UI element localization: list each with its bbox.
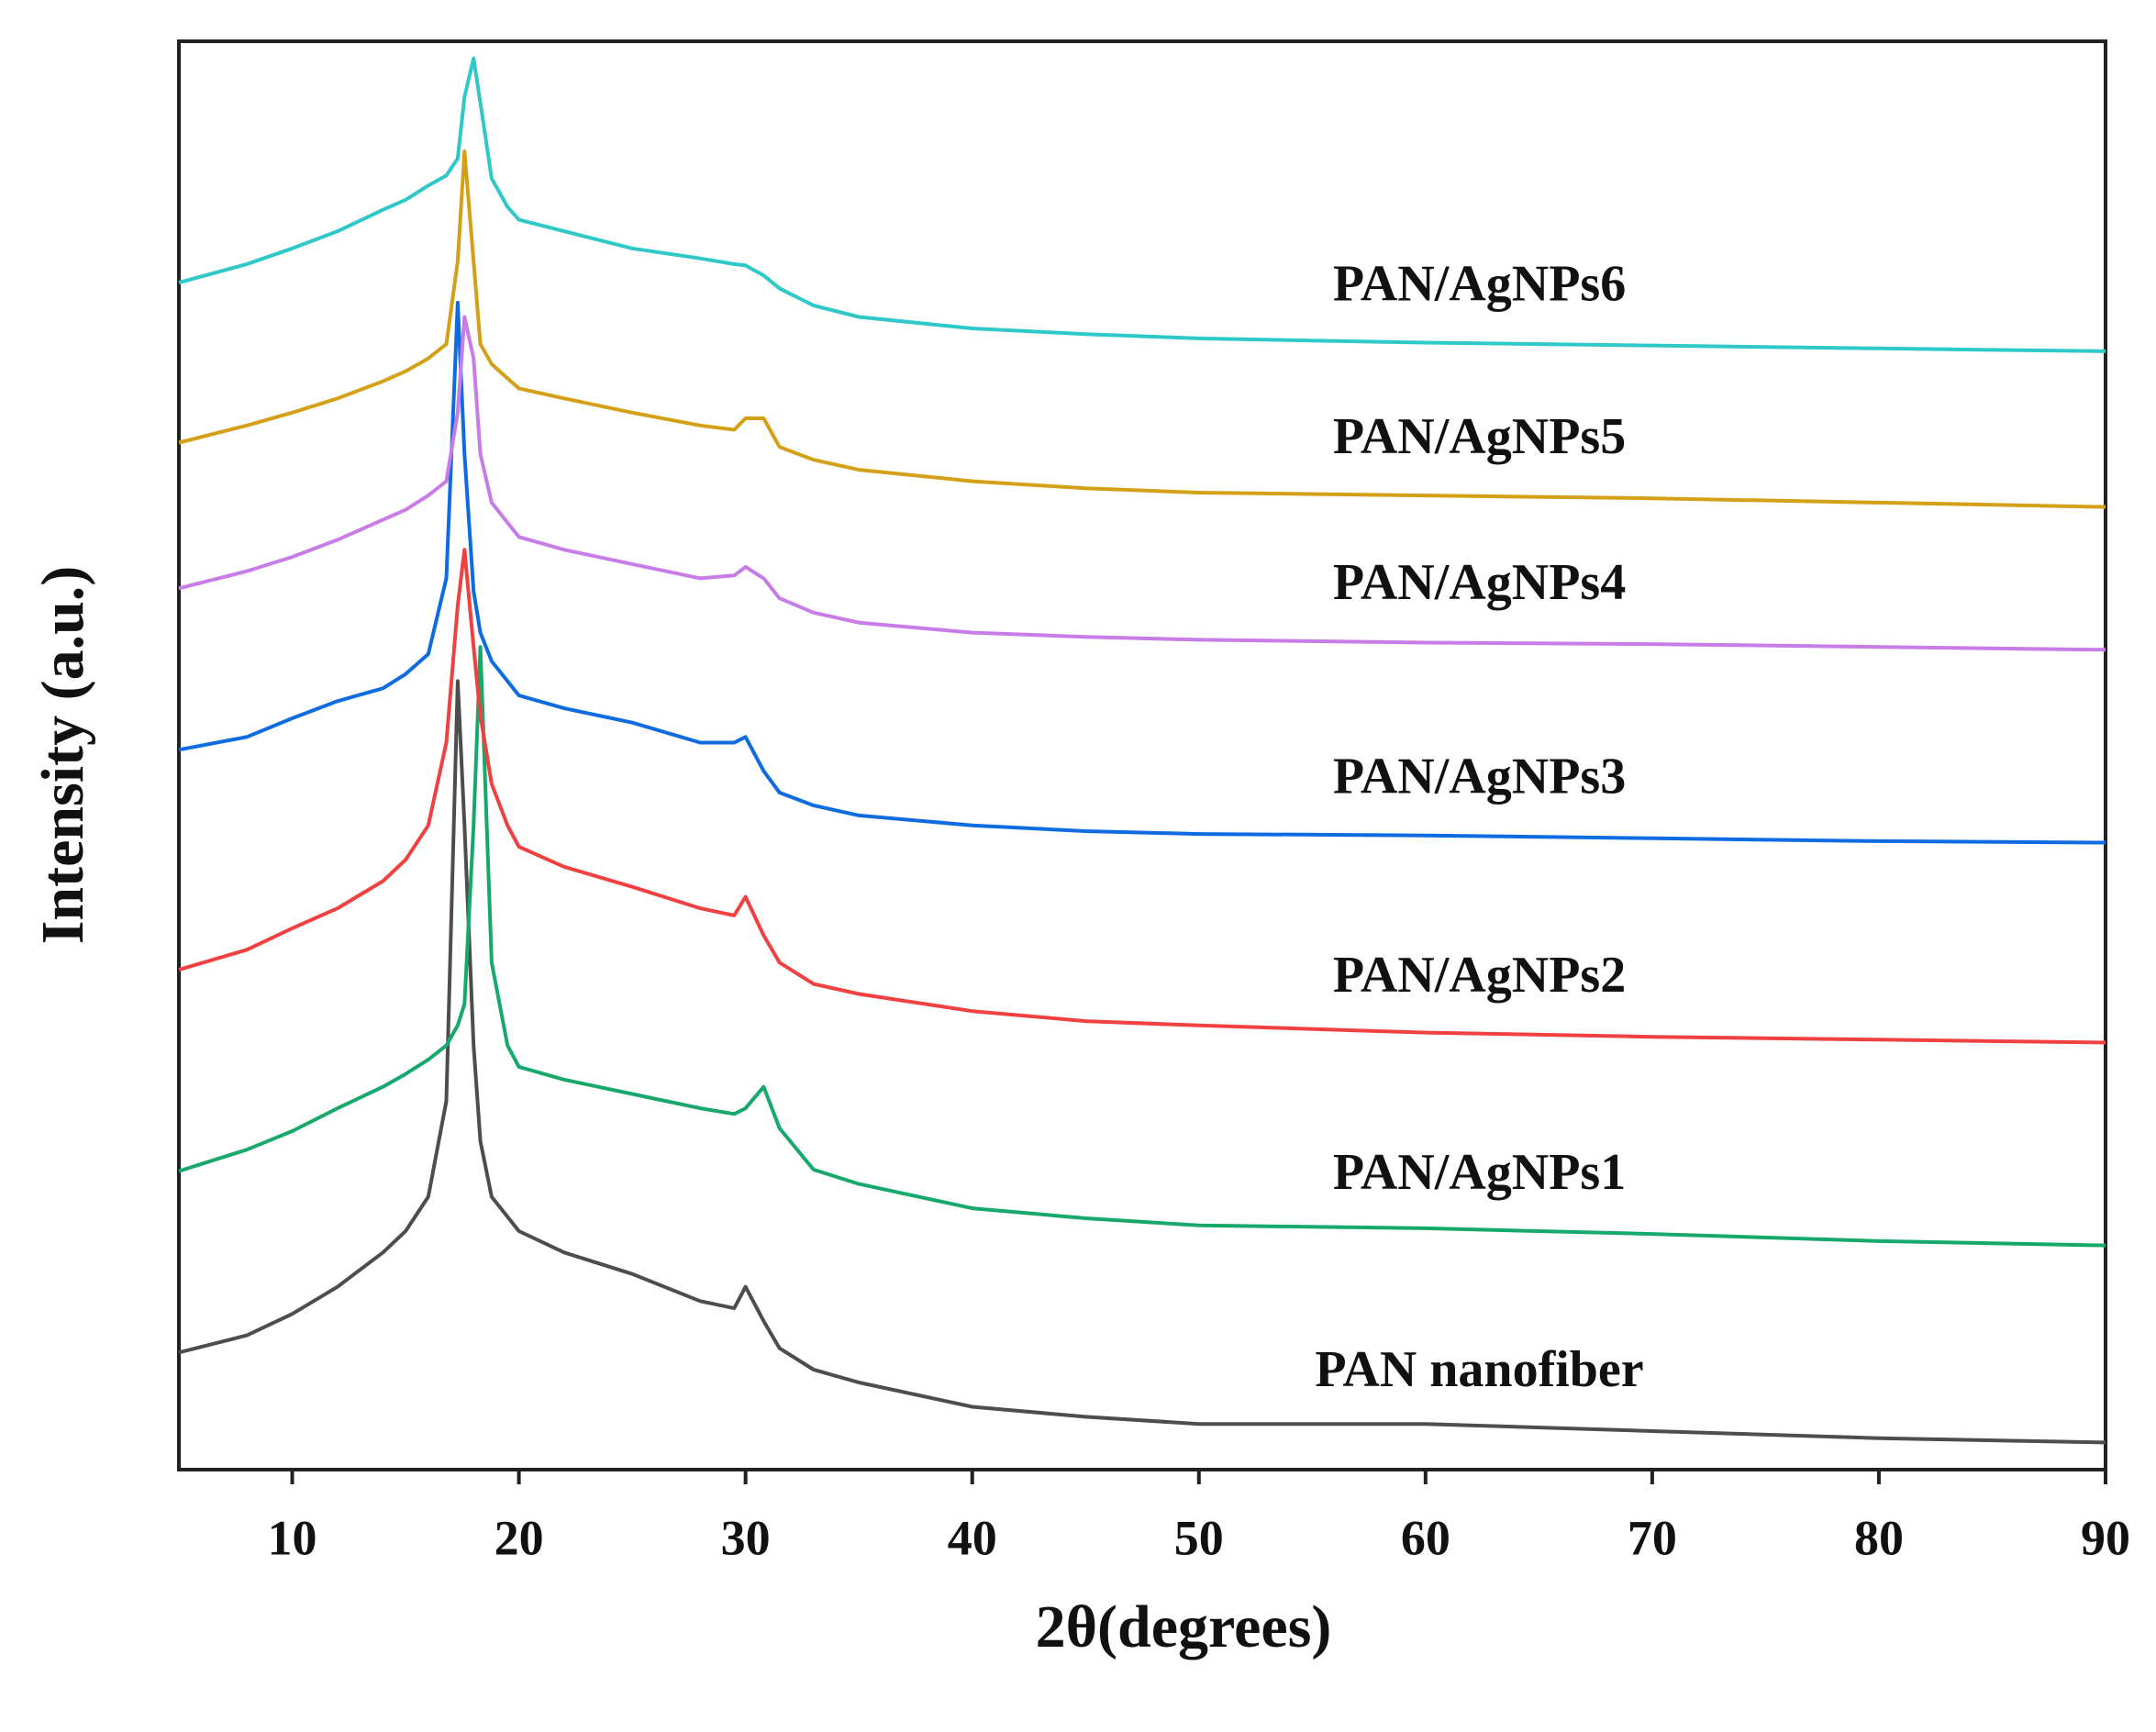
series-label: PAN/AgNPs3 [1333,749,1626,805]
series-line [178,679,2106,1445]
series-line [178,548,2106,1045]
x-axis-label: 2θ(degrees) [1036,1593,1332,1660]
series-label: PAN/AgNPs1 [1333,1144,1626,1201]
series-line [178,56,2106,353]
x-tick-label: 40 [948,1510,997,1565]
y-axis-label: Intensity (a.u.) [29,566,96,945]
series-line [178,315,2106,652]
series-line [178,300,2106,845]
series-label: PAN/AgNPs5 [1333,408,1626,465]
x-tick-label: 60 [1401,1510,1450,1565]
series-line [178,149,2106,509]
plot-frame [177,39,2107,1471]
series-line [178,645,2106,1248]
x-tick-label: 80 [1854,1510,1904,1565]
series-label: PAN/AgNPs4 [1333,554,1626,611]
x-tick-label: 20 [495,1510,544,1565]
series-label: PAN nanofiber [1315,1341,1643,1398]
series-label: PAN/AgNPs2 [1333,947,1626,1004]
x-tick-label: 90 [2081,1510,2130,1565]
x-tick-label: 30 [721,1510,771,1565]
series-label: PAN/AgNPs6 [1333,255,1626,312]
x-tick-label: 70 [1628,1510,1677,1565]
x-tick-label: 10 [268,1510,317,1565]
x-tick-label: 50 [1174,1510,1224,1565]
